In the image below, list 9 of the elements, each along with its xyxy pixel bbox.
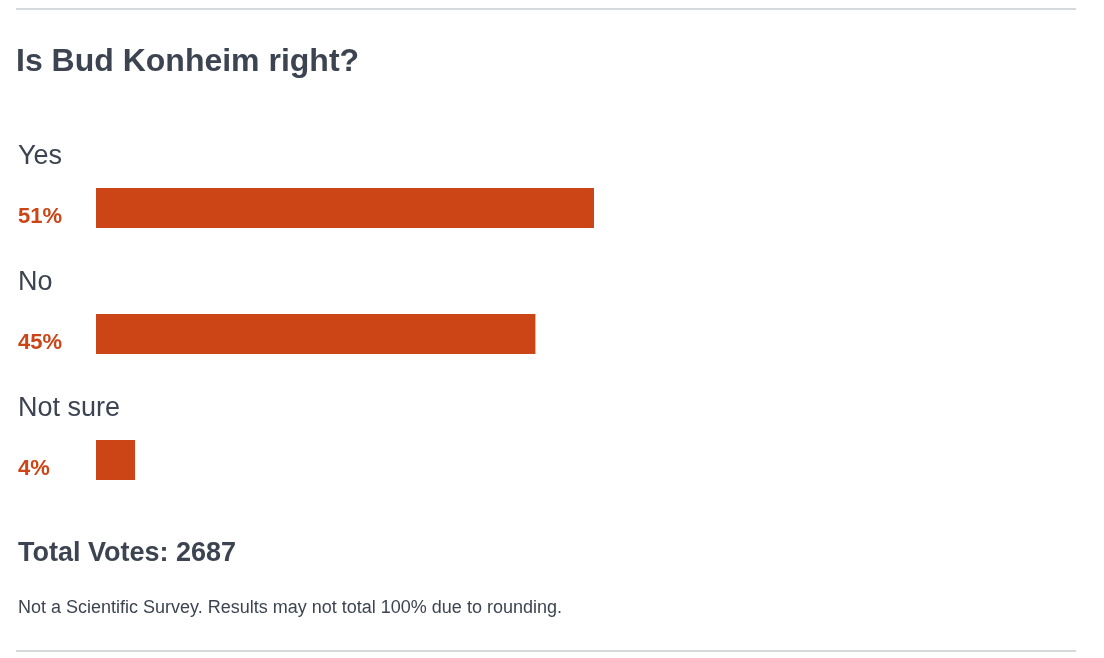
y-tick-label: Yes bbox=[18, 140, 63, 170]
chart-title: Is Bud Konheim right? bbox=[16, 42, 360, 79]
data-label: 4% bbox=[18, 455, 50, 480]
data-label: 45% bbox=[18, 329, 63, 354]
text: Not a Scientific Survey. Results may not total 100% due to rounding. bbox=[18, 597, 562, 617]
y-tick-label: Not sure bbox=[18, 392, 121, 422]
text: Total Votes: 2687 bbox=[18, 537, 237, 567]
y-tick-label: No bbox=[18, 266, 53, 296]
data-label: 51% bbox=[18, 203, 63, 228]
